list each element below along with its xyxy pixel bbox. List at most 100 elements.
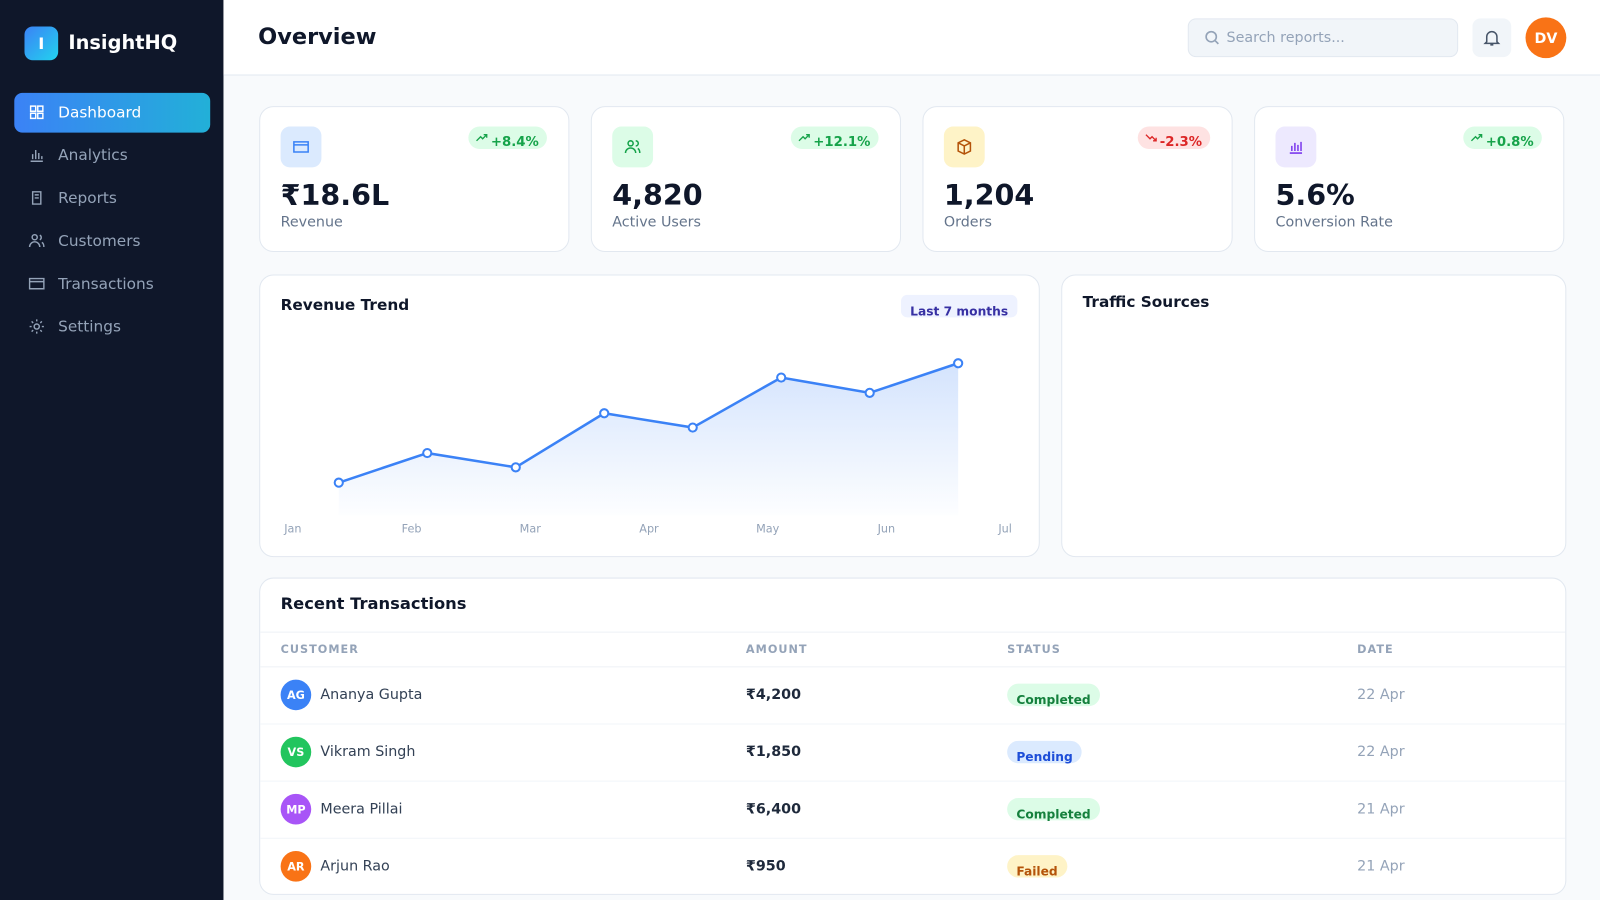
nav-icon — [28, 233, 45, 248]
table-card — [259, 577, 1567, 895]
kpi-icon-shape — [1289, 141, 1303, 154]
bell-icon — [1483, 30, 1501, 46]
column-header: AMOUNT — [745, 642, 808, 657]
search-box[interactable] — [1187, 18, 1459, 58]
trend-point — [599, 408, 610, 419]
trend-point — [864, 387, 875, 398]
kpi-icon — [624, 140, 641, 154]
trend-icon — [1471, 134, 1483, 142]
kpi-value: 5.6% — [1275, 178, 1355, 213]
brand-name: InsightHQ — [68, 31, 178, 55]
nav-label[interactable]: Customers — [58, 231, 141, 250]
x-axis-label: Jul — [997, 523, 1012, 536]
trend-point — [510, 462, 521, 473]
customer-avatar — [280, 679, 312, 711]
status-badge: Failed — [1007, 855, 1067, 878]
kpi-change-badge: +8.4% — [468, 126, 547, 150]
nav-icon — [29, 319, 44, 334]
search-placeholder: Search reports... — [1226, 29, 1345, 46]
trend-area — [338, 363, 959, 516]
nav-item-active[interactable] — [14, 92, 211, 133]
nav-label[interactable]: Analytics — [58, 145, 128, 165]
nav-label[interactable]: Settings — [58, 317, 121, 336]
trend-point — [422, 447, 433, 459]
kpi-change: -2.3% — [1159, 134, 1203, 150]
kpi-label: Active Users — [612, 214, 701, 231]
avatar-initials: DV — [1534, 30, 1558, 47]
nav-label[interactable]: Reports — [58, 188, 117, 208]
divider — [260, 631, 1566, 633]
customer-initials: VS — [287, 745, 305, 760]
date: 21 Apr — [1357, 858, 1405, 875]
nav-icon-shape — [29, 105, 44, 120]
x-axis-label: Jan — [283, 523, 301, 536]
kpi-change-badge: -2.3% — [1137, 126, 1211, 150]
kpi-change: +8.4% — [490, 134, 539, 150]
chart-card — [1061, 274, 1567, 558]
sidebar — [0, 0, 224, 900]
logo — [24, 26, 59, 61]
kpi-icon-box — [1275, 126, 1317, 168]
chart-title: Traffic Sources — [1082, 292, 1210, 312]
x-axis-label: Jun — [877, 523, 896, 536]
nav-label[interactable]: Transactions — [58, 274, 154, 293]
kpi-label: Revenue — [280, 214, 343, 231]
divider — [260, 666, 1566, 668]
row-divider — [260, 780, 1566, 782]
kpi-label: Orders — [943, 214, 992, 231]
nav-icon — [31, 191, 42, 205]
column-header: CUSTOMER — [280, 642, 359, 657]
x-axis-label: Feb — [402, 523, 422, 536]
page-title: Overview — [258, 24, 377, 50]
notification-button[interactable] — [1472, 18, 1512, 58]
trend-icon — [476, 134, 488, 142]
kpi-icon — [1289, 141, 1303, 154]
nav-icon-shape — [28, 277, 45, 290]
nav-icon-shape — [30, 149, 43, 162]
date: 21 Apr — [1357, 801, 1405, 818]
table-title: Recent Transactions — [280, 593, 467, 614]
amount: ₹4,200 — [745, 686, 802, 704]
nav-icon-shape — [31, 191, 42, 205]
kpi-change-badge: +12.1% — [790, 126, 879, 150]
customer-name: Vikram Singh — [320, 743, 416, 761]
status-badge: Pending — [1007, 740, 1082, 765]
trend-point — [953, 358, 964, 369]
nav-icon-shape — [28, 233, 45, 248]
trend-arrow — [1471, 134, 1483, 142]
kpi-change: +12.1% — [813, 134, 871, 150]
range-badge[interactable]: Last 7 months — [900, 294, 1018, 317]
customer-avatar — [280, 736, 312, 768]
kpi-change-badge: +0.8% — [1463, 126, 1542, 150]
amount: ₹1,850 — [745, 743, 802, 761]
x-axis-label: May — [756, 523, 780, 536]
status-badge: Completed — [1007, 797, 1100, 821]
trend-point — [687, 422, 698, 433]
customer-avatar — [280, 793, 312, 825]
kpi-value: ₹18.6L — [280, 178, 390, 213]
row-divider — [260, 723, 1566, 725]
x-axis-label: Mar — [520, 523, 542, 536]
kpi-icon-box — [612, 126, 654, 168]
status: Completed — [1016, 692, 1091, 708]
amount: ₹6,400 — [745, 801, 802, 818]
chart-title: Revenue Trend — [280, 295, 410, 315]
nav-label[interactable]: Dashboard — [58, 103, 142, 122]
amount: ₹950 — [745, 858, 786, 875]
row-divider — [260, 837, 1566, 839]
nav-icon — [30, 149, 43, 162]
customer-name: Meera Pillai — [320, 801, 403, 818]
kpi-icon — [957, 138, 972, 155]
trend-icon — [798, 134, 810, 142]
customer-avatar — [280, 851, 312, 882]
date: 22 Apr — [1357, 686, 1405, 704]
kpi-icon-shape — [624, 140, 641, 154]
logo-letter: I — [38, 33, 45, 54]
avatar[interactable] — [1525, 17, 1567, 59]
search-icon — [1205, 30, 1219, 45]
kpi-change: +0.8% — [1485, 134, 1534, 150]
status: Pending — [1016, 749, 1073, 765]
customer-initials: AR — [287, 860, 305, 874]
nav-icon — [29, 105, 44, 120]
